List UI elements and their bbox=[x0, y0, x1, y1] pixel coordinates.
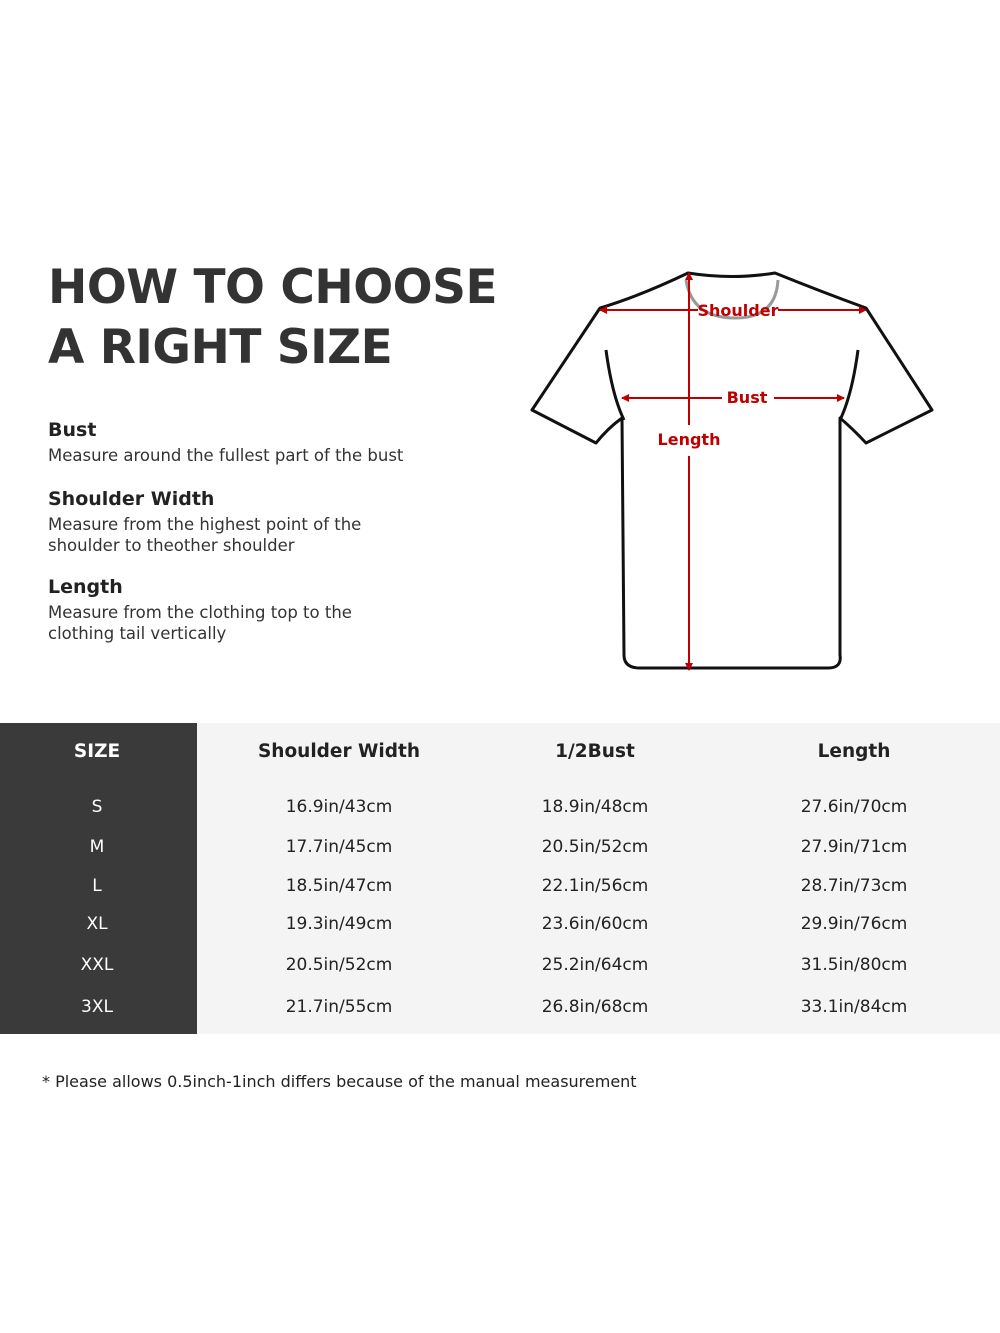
cell-size: S bbox=[91, 797, 103, 817]
guide-heading: Bust bbox=[48, 419, 97, 441]
measurement-note: * Please allows 0.5inch-1inch differs be… bbox=[42, 1072, 637, 1091]
header-size: SIZE bbox=[73, 741, 121, 762]
cell-size: XL bbox=[86, 914, 108, 934]
guide-text: Measure from the highest point of the sh… bbox=[48, 515, 362, 555]
cell-size: 3XL bbox=[81, 997, 113, 1017]
cell-length: 33.1in/84cm bbox=[800, 997, 908, 1017]
tshirt-diagram: Shoulder Bust Length bbox=[530, 271, 934, 671]
shoulder-label: Shoulder bbox=[698, 301, 779, 320]
cell-half-bust: 25.2in/64cm bbox=[541, 955, 649, 975]
cell-shoulder-width: 21.7in/55cm bbox=[285, 997, 393, 1017]
cell-shoulder-width: 16.9in/43cm bbox=[285, 797, 393, 817]
cell-half-bust: 26.8in/68cm bbox=[541, 997, 649, 1017]
cell-length: 28.7in/73cm bbox=[800, 876, 908, 896]
cell-shoulder-width: 18.5in/47cm bbox=[285, 876, 393, 896]
tshirt-collar bbox=[684, 279, 780, 320]
cell-half-bust: 20.5in/52cm bbox=[541, 837, 649, 857]
cell-half-bust: 23.6in/60cm bbox=[541, 914, 649, 934]
header-shoulder-width: Shoulder Width bbox=[257, 741, 421, 762]
cell-shoulder-width: 20.5in/52cm bbox=[285, 955, 393, 975]
tshirt-outline bbox=[530, 271, 934, 670]
guide-heading: Length bbox=[48, 576, 123, 598]
cell-shoulder-width: 19.3in/49cm bbox=[285, 914, 393, 934]
guide-text: Measure around the fullest part of the b… bbox=[48, 446, 404, 465]
cell-half-bust: 22.1in/56cm bbox=[541, 876, 649, 896]
page-title: HOW TO CHOOSE A RIGHT SIZE bbox=[48, 260, 498, 375]
guide-length: Length Measure from the clothing top to … bbox=[48, 574, 378, 644]
guide-heading: Shoulder Width bbox=[48, 488, 215, 510]
cell-size: XXL bbox=[80, 955, 114, 975]
guide-text: Measure from the clothing top to the clo… bbox=[48, 603, 352, 643]
cell-length: 27.9in/71cm bbox=[800, 837, 908, 857]
cell-length: 31.5in/80cm bbox=[800, 955, 908, 975]
size-table: SIZE Shoulder Width 1/2Bust Length S 16.9in/4… bbox=[0, 723, 1000, 1034]
cell-length: 29.9in/76cm bbox=[800, 914, 908, 934]
cell-half-bust: 18.9in/48cm bbox=[541, 797, 649, 817]
cell-size: L bbox=[92, 876, 102, 896]
header-half-bust: 1/2Bust bbox=[555, 741, 635, 762]
bust-label: Bust bbox=[727, 388, 768, 407]
header-length: Length bbox=[817, 741, 891, 762]
cell-shoulder-width: 17.7in/45cm bbox=[285, 837, 393, 857]
guide-bust: Bust Measure around the fullest part of … bbox=[48, 417, 468, 466]
size-column bbox=[0, 723, 197, 1034]
cell-size: M bbox=[89, 837, 105, 857]
length-label: Length bbox=[658, 430, 721, 449]
cell-length: 27.6in/70cm bbox=[800, 797, 908, 817]
guide-shoulder-width: Shoulder Width Measure from the highest … bbox=[48, 486, 388, 556]
